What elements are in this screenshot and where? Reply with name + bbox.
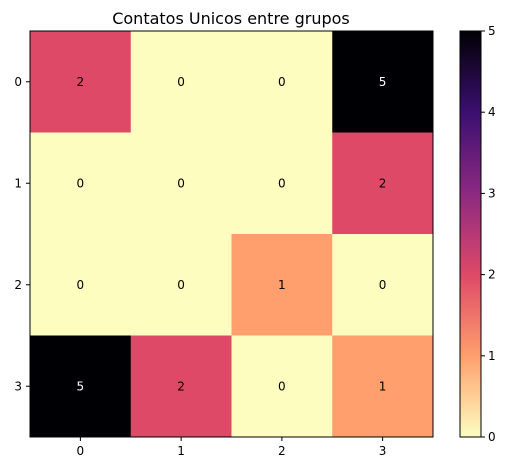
heatmap-cell [30, 31, 132, 133]
cell-value-label: 5 [77, 379, 85, 393]
heatmap-cell [231, 335, 333, 438]
cell-value-label: 2 [379, 176, 387, 190]
plot-frame [29, 30, 434, 438]
x-tick-label: 2 [278, 444, 286, 458]
heatmap-cell [30, 335, 132, 438]
y-tick-label: 3 [14, 379, 22, 393]
heatmap-cell [130, 335, 232, 438]
y-tick-label: 1 [14, 176, 22, 190]
heatmap-cell [130, 132, 232, 235]
cell-value-label: 0 [278, 75, 286, 89]
chart-title: Contatos Unicos entre grupos [112, 9, 350, 28]
x-tick-label: 0 [77, 444, 85, 458]
x-tick-label: 3 [379, 444, 387, 458]
colorbar-tick-label: 3 [488, 186, 496, 200]
colorbar-tick-label: 2 [488, 268, 496, 282]
colorbar-gradient [460, 31, 481, 437]
heatmap-cell [130, 234, 232, 336]
colorbar-tick-label: 5 [488, 24, 496, 38]
heatmap-cell [30, 132, 132, 235]
heatmap-axes: 0 1 2 3 0 1 2 3 [14, 30, 434, 458]
colorbar-tick-label: 0 [488, 430, 496, 444]
cell-value-label: 1 [379, 379, 387, 393]
colorbar: 0 1 2 3 4 5 [459, 24, 496, 444]
cell-value-label: 5 [379, 75, 387, 89]
x-tick-label: 1 [177, 444, 185, 458]
cell-value-label: 0 [77, 278, 85, 292]
heatmap-cell [332, 132, 434, 235]
cell-value-label: 2 [77, 75, 85, 89]
cell-value-label: 0 [278, 379, 286, 393]
heatmap-cell [231, 31, 333, 133]
heatmap-cell [332, 335, 434, 438]
cell-value-label: 0 [177, 176, 185, 190]
y-tick-label: 0 [14, 75, 22, 89]
colorbar-tick-label: 1 [488, 349, 496, 363]
colorbar-frame [459, 30, 482, 438]
cell-value-label: 0 [77, 176, 85, 190]
cell-value-label: 2 [177, 379, 185, 393]
y-tick-label: 2 [14, 278, 22, 292]
heatmap-cell [231, 132, 333, 235]
cell-value-label: 0 [278, 176, 286, 190]
cell-value-label: 0 [379, 278, 387, 292]
heatmap-cell [332, 234, 434, 336]
cell-value-label: 0 [177, 278, 185, 292]
cell-value-label: 0 [177, 75, 185, 89]
heatmap-cell [30, 234, 132, 336]
heatmap-cell [231, 234, 333, 336]
heatmap-cells: 2 0 0 5 0 0 0 2 0 0 1 0 5 2 0 1 [30, 31, 434, 438]
colorbar-tick-label: 4 [488, 105, 496, 119]
heatmap-cell [332, 31, 434, 133]
heatmap-cell [130, 31, 232, 133]
cell-value-label: 1 [278, 278, 286, 292]
